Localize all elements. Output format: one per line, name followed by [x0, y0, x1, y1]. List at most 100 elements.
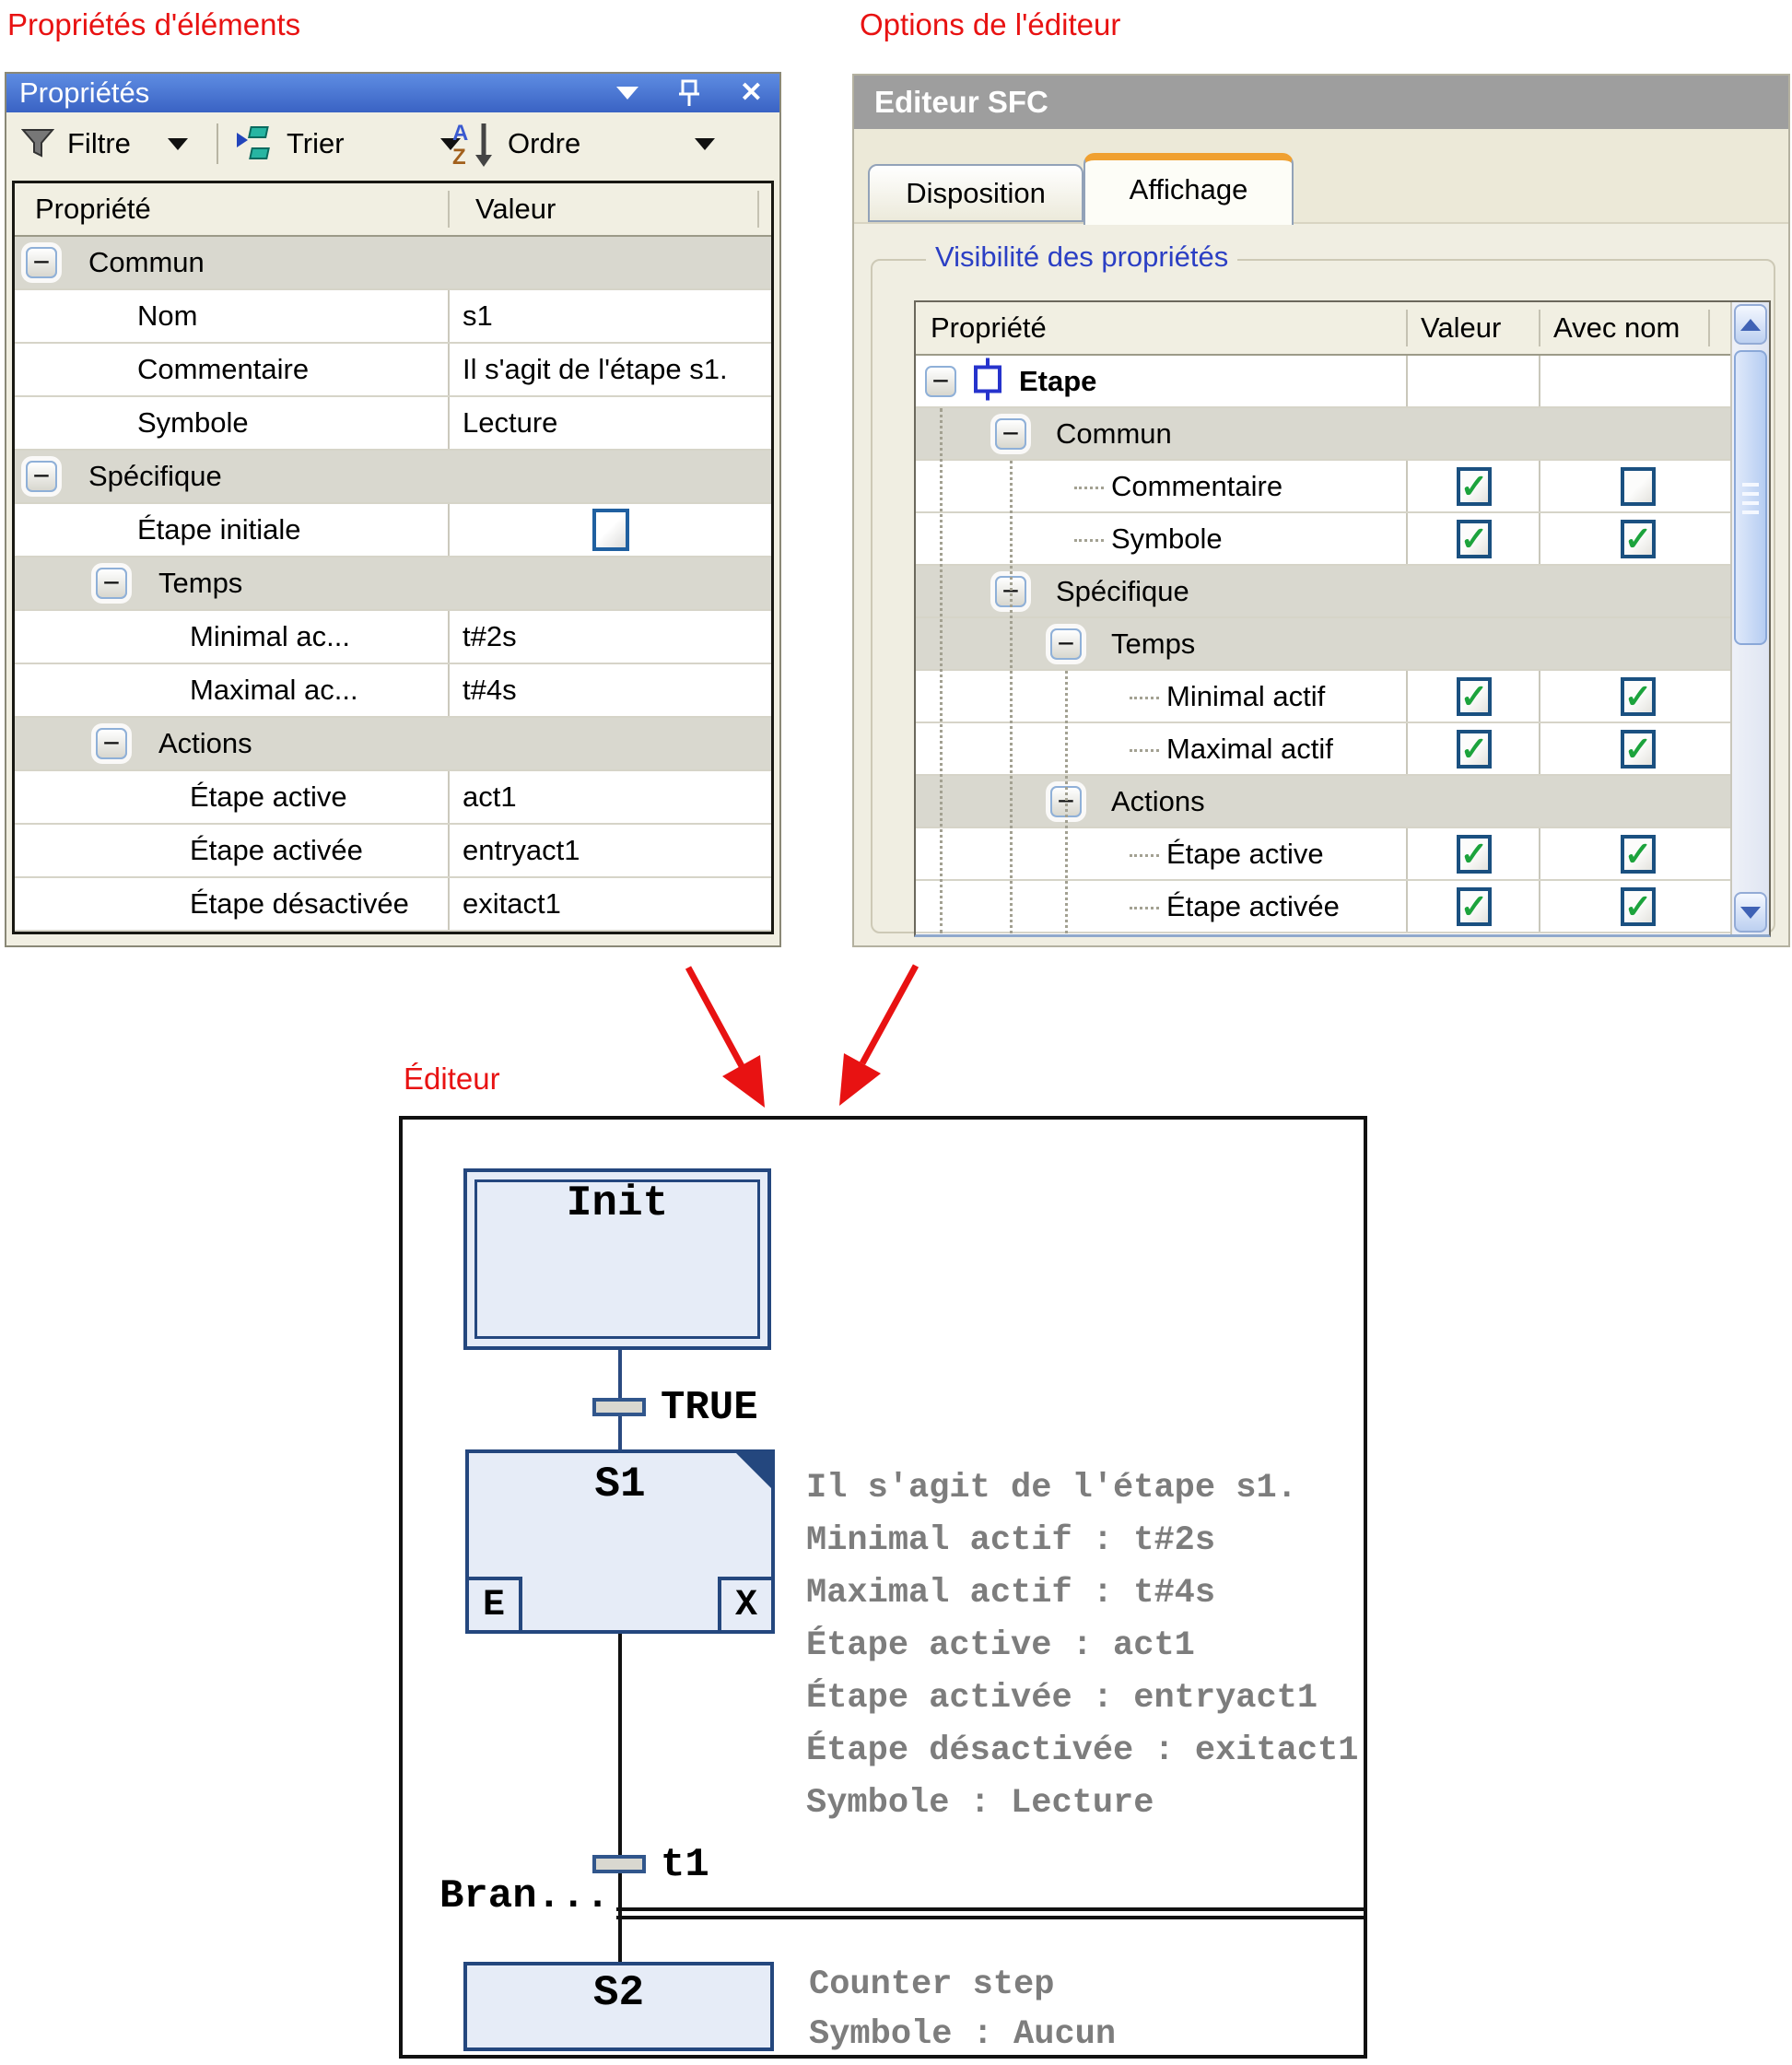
- tree-dotted-line: [1130, 748, 1159, 752]
- property-value[interactable]: t#4s: [448, 664, 771, 716]
- property-row[interactable]: Minimal ac... t#2s: [15, 611, 771, 664]
- initial-step-checkbox[interactable]: [591, 509, 629, 551]
- column-divider[interactable]: [1708, 310, 1710, 346]
- column-divider: [1539, 461, 1540, 511]
- filter-button[interactable]: Filtre: [21, 112, 188, 175]
- tree-group-row[interactable]: − Actions: [916, 776, 1732, 828]
- sfc-step-s1[interactable]: S1 E X: [465, 1449, 775, 1634]
- collapse-button[interactable]: −: [96, 728, 127, 759]
- column-header-valeur: Valeur: [1421, 311, 1502, 344]
- column-divider[interactable]: [448, 191, 450, 228]
- checkbox-valeur[interactable]: ✓: [1457, 886, 1492, 926]
- property-row[interactable]: Étape activée entryact1: [15, 825, 771, 878]
- property-row[interactable]: Maximal ac... t#4s: [15, 664, 771, 718]
- entry-action-qualifier[interactable]: E: [465, 1577, 522, 1634]
- checkbox-valeur[interactable]: ✓: [1457, 466, 1492, 506]
- tab-affichage[interactable]: Affichage: [1083, 153, 1294, 225]
- property-value[interactable]: Il s'agit de l'étape s1.: [448, 344, 771, 395]
- collapse-button[interactable]: −: [925, 365, 956, 397]
- step-label: S2: [592, 1969, 645, 2017]
- close-icon[interactable]: ✕: [739, 77, 763, 108]
- checkbox-valeur[interactable]: ✓: [1457, 676, 1492, 716]
- collapse-button[interactable]: −: [26, 247, 57, 278]
- tree-row[interactable]: Symbole ✓ ✓: [916, 513, 1732, 566]
- property-group-row[interactable]: − Commun: [15, 237, 771, 290]
- property-label: Maximal actif: [1166, 732, 1333, 765]
- property-label: Nom: [137, 299, 198, 332]
- scroll-thumb[interactable]: [1734, 350, 1767, 645]
- tree-row[interactable]: Étape activée ✓ ✓: [916, 881, 1732, 933]
- property-value[interactable]: entryact1: [448, 825, 771, 876]
- sfc-step-init[interactable]: Init: [463, 1168, 771, 1350]
- scroll-up-button[interactable]: [1734, 304, 1767, 345]
- tree-row[interactable]: Minimal actif ✓ ✓: [916, 671, 1732, 723]
- checkbox-valeur[interactable]: ✓: [1457, 729, 1492, 769]
- sfc-transition-true[interactable]: [592, 1398, 646, 1416]
- property-row[interactable]: Étape initiale: [15, 504, 771, 557]
- checkbox-valeur[interactable]: ✓: [1457, 519, 1492, 558]
- collapse-button[interactable]: −: [995, 417, 1026, 450]
- column-divider: [1406, 828, 1408, 879]
- annotation-line: Étape activée : entryact1: [806, 1679, 1318, 1718]
- checkbox-avec-nom[interactable]: ✓: [1621, 886, 1656, 926]
- tree-row[interactable]: Commentaire ✓: [916, 461, 1732, 513]
- tree-group-row[interactable]: − Temps: [916, 618, 1732, 671]
- branch-label: Bran...: [439, 1873, 610, 1919]
- tree-root-label: Etape: [1019, 364, 1097, 397]
- property-group-row[interactable]: − Actions: [15, 718, 771, 771]
- column-divider[interactable]: [1539, 310, 1540, 346]
- scroll-down-button[interactable]: [1734, 892, 1767, 933]
- red-arrow-head: [722, 1055, 765, 1108]
- property-value[interactable]: s1: [448, 290, 771, 342]
- checkbox-avec-nom[interactable]: ✓: [1621, 834, 1656, 874]
- column-header-valeur: Valeur: [475, 193, 556, 225]
- property-value[interactable]: [448, 504, 771, 556]
- tree-row[interactable]: Maximal actif ✓ ✓: [916, 723, 1732, 776]
- column-divider: [1539, 671, 1540, 722]
- dialog-titlebar[interactable]: Editeur SFC: [854, 76, 1788, 129]
- property-value[interactable]: t#2s: [448, 611, 771, 663]
- property-row[interactable]: Étape active act1: [15, 771, 771, 825]
- transition-label: TRUE: [661, 1385, 758, 1431]
- exit-action-qualifier[interactable]: X: [718, 1577, 775, 1634]
- checkbox-avec-nom[interactable]: ✓: [1621, 676, 1656, 716]
- window-menu-chevron-icon[interactable]: [615, 87, 638, 100]
- checkbox-avec-nom[interactable]: ✓: [1621, 519, 1656, 558]
- tree-row[interactable]: Étape active ✓ ✓: [916, 828, 1732, 881]
- checkbox-avec-nom[interactable]: ✓: [1621, 729, 1656, 769]
- pin-icon[interactable]: [677, 79, 701, 107]
- checkbox-valeur[interactable]: ✓: [1457, 834, 1492, 874]
- column-divider[interactable]: [1406, 310, 1408, 346]
- property-value[interactable]: exitact1: [448, 878, 771, 930]
- annotation-line: Minimal actif : t#2s: [806, 1521, 1216, 1560]
- order-button[interactable]: A Z Ordre: [451, 112, 716, 175]
- checkbox-avec-nom[interactable]: [1621, 466, 1656, 506]
- collapse-button[interactable]: −: [1050, 628, 1082, 660]
- properties-titlebar[interactable]: Propriétés ✕: [6, 74, 779, 112]
- sfc-transition-t1[interactable]: [592, 1855, 646, 1873]
- tabstrip-divider: [854, 222, 1788, 224]
- sfc-step-s2[interactable]: S2: [463, 1962, 774, 2051]
- column-divider[interactable]: [757, 191, 759, 228]
- sort-button[interactable]: Trier: [235, 112, 461, 175]
- property-row[interactable]: Commentaire Il s'agit de l'étape s1.: [15, 344, 771, 397]
- property-row[interactable]: Symbole Lecture: [15, 397, 771, 451]
- group-label: Temps: [1111, 627, 1196, 660]
- tree-group-row[interactable]: − Commun: [916, 408, 1732, 461]
- property-value[interactable]: Lecture: [448, 397, 771, 449]
- transition-label: t1: [661, 1842, 709, 1888]
- property-group-row[interactable]: − Spécifique: [15, 451, 771, 504]
- property-label: Étape désactivée: [190, 887, 409, 920]
- property-row[interactable]: Étape désactivée exitact1: [15, 878, 771, 932]
- tab-disposition[interactable]: Disposition: [868, 164, 1083, 222]
- collapse-button[interactable]: −: [26, 461, 57, 492]
- vertical-scrollbar[interactable]: [1730, 302, 1769, 934]
- collapse-button[interactable]: −: [96, 568, 127, 599]
- property-value[interactable]: act1: [448, 771, 771, 823]
- tree-row[interactable]: − Etape: [916, 356, 1732, 408]
- annotation-line: Maximal actif : t#4s: [806, 1574, 1216, 1613]
- tree-group-row[interactable]: − Spécifique: [916, 566, 1732, 618]
- tree-guide-line: [1065, 671, 1068, 933]
- property-group-row[interactable]: − Temps: [15, 557, 771, 611]
- property-row[interactable]: Nom s1: [15, 290, 771, 344]
